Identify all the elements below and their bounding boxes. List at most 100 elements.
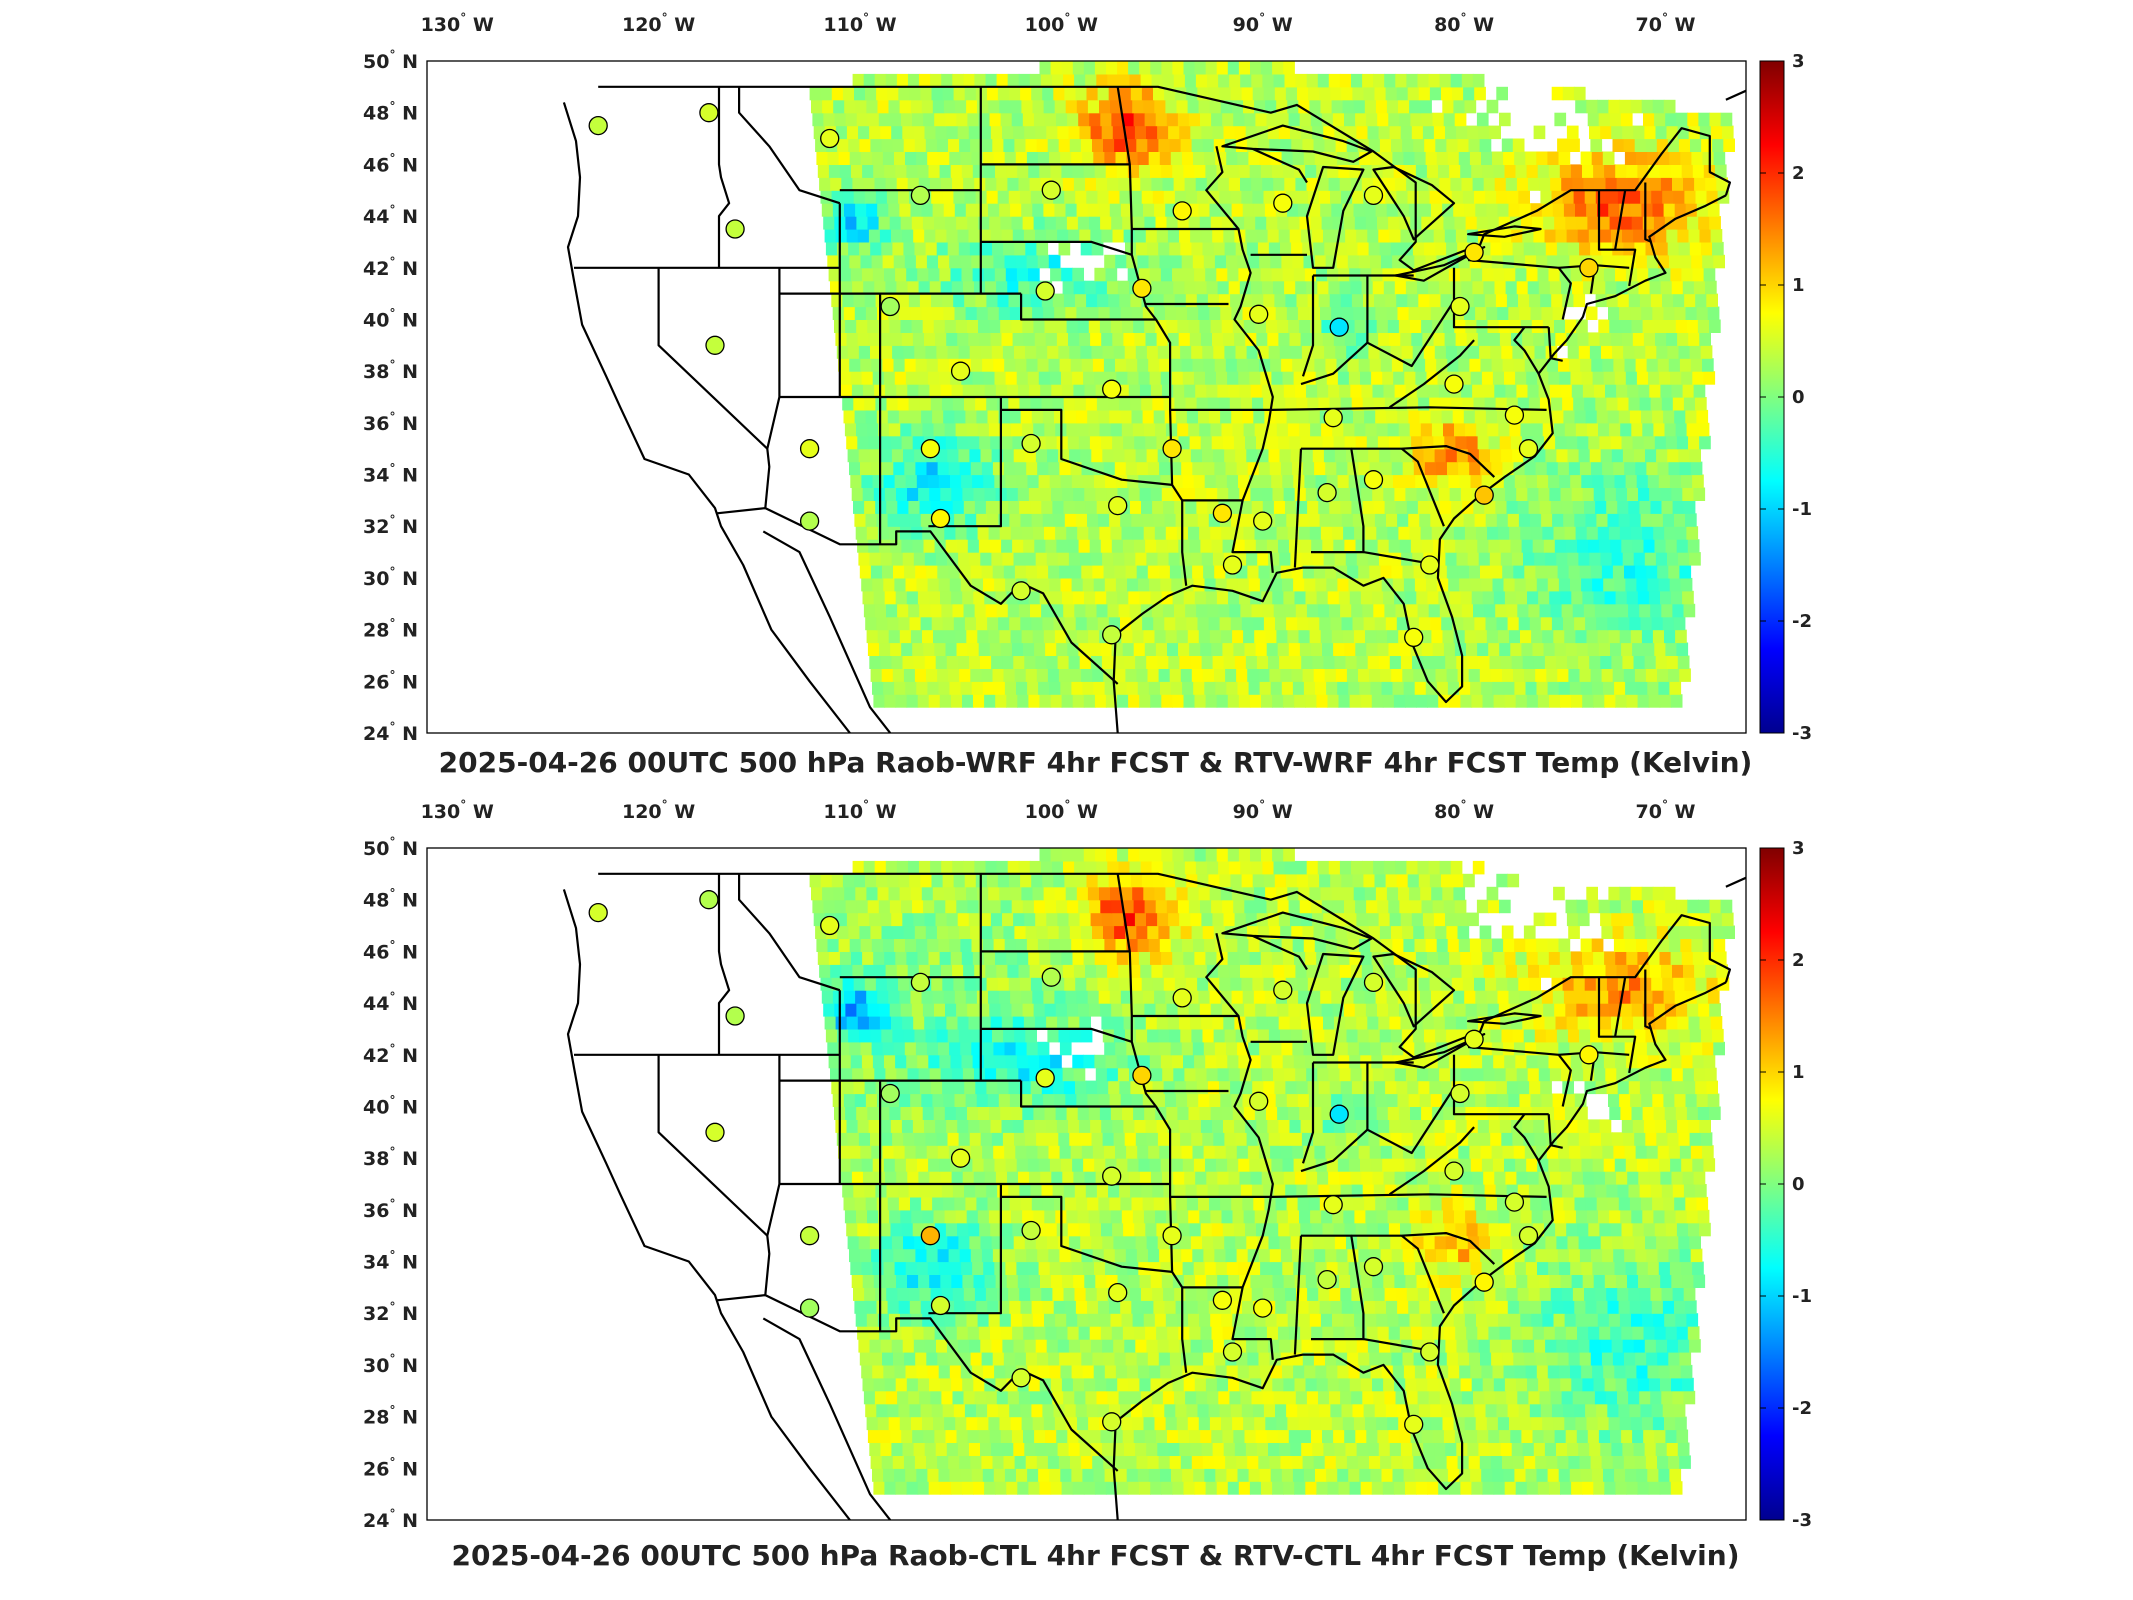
- field-cell: [1278, 125, 1291, 140]
- field-cell: [1028, 164, 1040, 178]
- field-cell: [1156, 332, 1169, 346]
- field-cell: [1637, 267, 1649, 282]
- field-cell: [1103, 358, 1116, 372]
- field-cell: [1014, 1455, 1027, 1469]
- field-cell: [1314, 254, 1327, 269]
- field-cell: [1210, 319, 1223, 333]
- field-cell: [966, 1416, 978, 1431]
- field-cell: [1144, 112, 1157, 127]
- field-cell: [1315, 474, 1328, 488]
- field-cell: [867, 216, 880, 230]
- field-cell: [978, 1326, 991, 1340]
- field-cell: [1660, 280, 1673, 295]
- field-cell: [1611, 125, 1623, 140]
- field-cell: [1530, 306, 1543, 320]
- field-cell: [838, 358, 850, 372]
- field-cell: [1158, 1455, 1171, 1469]
- field-cell: [1276, 99, 1288, 114]
- field-cell: [1489, 552, 1502, 566]
- field-cell: [1160, 474, 1173, 488]
- field-cell: [900, 319, 913, 333]
- field-cell: [1033, 112, 1046, 127]
- field-cell: [1267, 229, 1280, 243]
- field-cell: [1281, 254, 1294, 269]
- field-cell: [1344, 112, 1356, 127]
- field-cell: [1247, 1352, 1260, 1366]
- field-cell: [1028, 1377, 1041, 1392]
- field-cell: [1275, 513, 1287, 527]
- field-cell: [1159, 254, 1172, 269]
- field-cell: [1076, 99, 1089, 114]
- field-cell: [843, 409, 856, 424]
- lon-tick-label: 130° W: [421, 11, 494, 36]
- field-cell: [846, 229, 859, 243]
- field-cell: [1308, 86, 1320, 101]
- field-cell: [1295, 177, 1308, 191]
- field-cell: [958, 1339, 970, 1353]
- field-cell: [1343, 526, 1355, 540]
- field-cell: [831, 190, 844, 204]
- field-cell: [1699, 125, 1712, 140]
- field-cell: [1469, 1352, 1481, 1366]
- field-cell: [1165, 526, 1178, 540]
- field-cell: [1472, 384, 1484, 398]
- field-cell: [1276, 629, 1289, 644]
- field-cell: [1366, 435, 1379, 450]
- field-cell: [1309, 1313, 1322, 1327]
- field-cell: [1634, 1455, 1647, 1469]
- field-cell: [1169, 1352, 1182, 1366]
- field-cell: [947, 448, 959, 463]
- gulf-st-lawrence-coast: [1725, 89, 1746, 101]
- field-cell: [1351, 293, 1364, 308]
- field-cell: [1377, 112, 1389, 127]
- field-cell: [1568, 565, 1581, 579]
- field-cell: [1195, 280, 1208, 295]
- field-cell: [1494, 487, 1506, 501]
- field-cell: [987, 306, 1000, 320]
- state-boundary: [1000, 408, 1173, 486]
- field-cell: [1006, 164, 1018, 178]
- field-cell: [1268, 552, 1280, 566]
- field-cell: [1147, 138, 1159, 152]
- field-cell: [1192, 565, 1204, 579]
- field-cell: [865, 513, 878, 527]
- field-cell: [1525, 151, 1537, 165]
- field-cell: [1602, 151, 1615, 165]
- field-cell: [1246, 448, 1258, 463]
- field-cell: [1231, 99, 1244, 114]
- field-cell: [1543, 1429, 1556, 1443]
- field-cell: [1143, 99, 1155, 114]
- field-cell: [1251, 73, 1263, 88]
- field-cell: [1608, 526, 1621, 540]
- field-cell: [1263, 1403, 1276, 1418]
- field-cell: [1423, 448, 1436, 463]
- field-cell: [1293, 577, 1305, 592]
- field-cell: [1249, 371, 1261, 385]
- field-cell: [1600, 448, 1613, 463]
- field-cell: [898, 1403, 911, 1418]
- field-cell: [970, 1455, 982, 1469]
- field-cell: [845, 319, 857, 333]
- field-cell: [1384, 73, 1396, 88]
- field-cell: [916, 151, 928, 165]
- field-cell: [1674, 203, 1687, 217]
- field-cell: [1464, 99, 1477, 114]
- field-cell: [1441, 306, 1454, 320]
- field-cell: [1589, 345, 1602, 359]
- field-cell: [1378, 655, 1391, 669]
- field-cell: [1237, 1468, 1250, 1482]
- field-cell: [1024, 125, 1036, 140]
- field-cell: [1001, 539, 1013, 553]
- station-marker: [725, 219, 745, 239]
- field-cell: [957, 332, 969, 346]
- field-cell: [1234, 332, 1246, 346]
- field-cell: [1276, 422, 1289, 437]
- field-cell: [1252, 86, 1265, 101]
- field-cell: [1227, 61, 1240, 75]
- field-cell: [933, 1416, 945, 1431]
- field-cell: [987, 616, 999, 631]
- field-cell: [1189, 332, 1202, 346]
- field-cell: [1366, 1326, 1379, 1340]
- field-cell: [1179, 655, 1192, 669]
- field-cell: [876, 616, 888, 631]
